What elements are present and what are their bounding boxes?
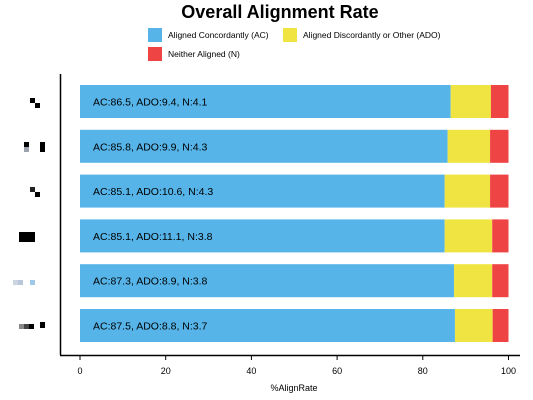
- bar-data-label: AC:87.3, ADO:8.9, N:3.8: [93, 276, 208, 288]
- category-label-obscured: [30, 98, 40, 108]
- bar-data-label: AC:85.8, ADO:9.9, N:4.3: [93, 141, 208, 153]
- bar-segment-ado: [450, 85, 491, 118]
- x-tick-label: 100: [501, 366, 516, 376]
- bar-segment-ado: [444, 219, 493, 253]
- category-label-obscured: [19, 232, 35, 242]
- obscured-category-labels: [13, 98, 45, 329]
- bar-data-label: AC:86.5, ADO:9.4, N:4.1: [93, 97, 208, 109]
- bar-labels: AC:86.5, ADO:9.4, N:4.1 AC:85.8, ADO:9.9,…: [93, 97, 213, 333]
- bar-segment-ado: [444, 174, 491, 208]
- bar-segment-n: [490, 129, 509, 163]
- legend-swatch-ado: [283, 28, 297, 42]
- x-tick-label: 0: [77, 366, 82, 376]
- chart-title: Overall Alignment Rate: [181, 2, 378, 22]
- bar-segment-ac: [80, 264, 455, 298]
- legend-label-ado: Aligned Discordantly or Other (ADO): [303, 30, 441, 40]
- x-axis-ticks: 0 20 40 60 80 100: [77, 355, 516, 376]
- bar-data-label: AC:87.5, ADO:8.8, N:3.7: [93, 321, 208, 333]
- bar-area: [80, 85, 509, 342]
- legend-swatch-ac: [148, 28, 162, 42]
- x-tick-label: 40: [246, 366, 256, 376]
- bar-segment-ac: [80, 219, 445, 253]
- bar-segment-n: [490, 174, 509, 208]
- bar-segment-ac: [80, 85, 451, 118]
- bar-segment-n: [492, 264, 509, 298]
- legend-label-n: Neither Aligned (N): [168, 49, 240, 59]
- x-axis-label: %AlignRate: [270, 383, 317, 393]
- x-tick-label: 20: [161, 366, 171, 376]
- legend: Aligned Concordantly (AC) Aligned Discor…: [148, 28, 441, 61]
- bar-data-label: AC:85.1, ADO:10.6, N:4.3: [93, 186, 213, 198]
- bar-segment-n: [490, 85, 509, 118]
- bar-segment-n: [492, 219, 509, 253]
- category-label-obscured: [13, 280, 35, 285]
- bar-segment-ado: [454, 264, 493, 298]
- bar-segment-ac: [80, 129, 448, 163]
- x-tick-label: 80: [418, 366, 428, 376]
- legend-label-ac: Aligned Concordantly (AC): [168, 30, 269, 40]
- bar-segment-n: [492, 309, 509, 342]
- x-tick-label: 60: [332, 366, 342, 376]
- legend-swatch-n: [148, 47, 162, 61]
- category-label-obscured: [24, 142, 45, 152]
- bar-segment-ac: [80, 309, 455, 342]
- category-label-obscured: [30, 187, 40, 197]
- bar-segment-ado: [447, 129, 491, 163]
- bar-segment-ac: [80, 174, 445, 208]
- bar-data-label: AC:85.1, ADO:11.1, N:3.8: [93, 231, 213, 243]
- category-label-obscured: [19, 322, 45, 329]
- bar-segment-ado: [454, 309, 493, 342]
